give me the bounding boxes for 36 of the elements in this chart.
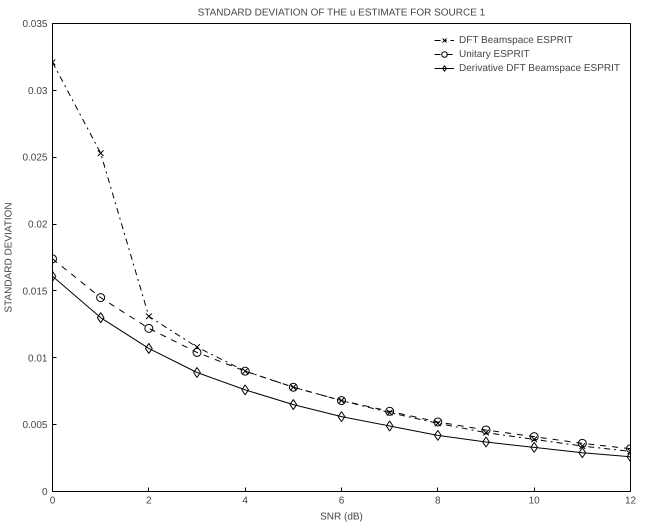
point (433, 417, 442, 426)
y-tick-label: 0.005 (22, 420, 48, 432)
point (385, 406, 394, 416)
legend-label: Derivative DFT Beamspace ESPRIT (459, 62, 620, 75)
y-tick-label: 0.01 (28, 353, 48, 364)
legend-label: DFT Beamspace ESPRIT (459, 34, 573, 47)
x-tick-label: 10 (528, 496, 540, 506)
y-tick-label: 0.03 (28, 86, 48, 97)
point (434, 420, 442, 427)
x-tick-label: 12 (624, 496, 636, 506)
x-tick-label: 2 (146, 496, 152, 506)
y-tick-label: 0.025 (22, 152, 48, 164)
point (96, 293, 106, 302)
point (97, 150, 104, 157)
y-tick-label: 0 (42, 487, 48, 498)
x-tick-label: 4 (242, 496, 248, 506)
x-tick-label: 0 (50, 496, 56, 506)
point (530, 432, 539, 442)
point (146, 313, 152, 320)
y-tick-label: 0.015 (22, 286, 48, 298)
point (482, 429, 490, 436)
x-tick-label: 8 (435, 496, 442, 506)
y-axis-title: STANDARD DEVIATION (3, 202, 14, 313)
y-tick-label: 0.035 (22, 19, 48, 30)
legend-label: Unitary ESPRIT (459, 48, 530, 61)
point (144, 324, 154, 333)
point (578, 438, 587, 448)
chart-title: STANDARD DEVIATION OF THE u ESTIMATE FOR SOURCE 1 (198, 8, 486, 18)
point (530, 436, 538, 443)
x-axis-title: SNR (dB) (320, 512, 363, 522)
point (579, 442, 586, 450)
y-tick-label: 0.02 (28, 220, 48, 231)
point (192, 348, 202, 357)
point (386, 409, 393, 416)
point (482, 426, 490, 434)
x-tick-label: 6 (338, 496, 345, 506)
